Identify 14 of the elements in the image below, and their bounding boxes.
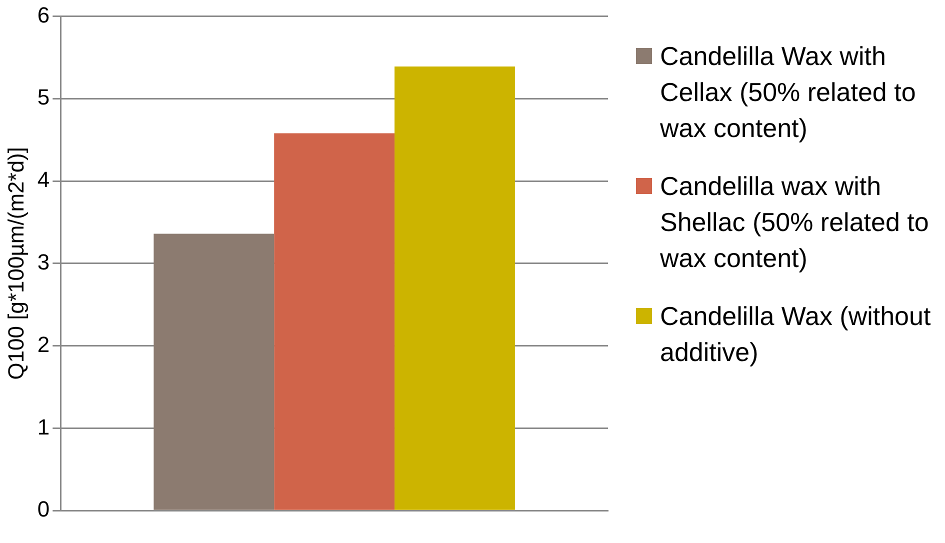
y-tick-label: 5 <box>37 84 50 110</box>
bar <box>274 133 395 510</box>
y-tick-label: 4 <box>37 167 50 192</box>
legend-label: Candelilla Wax (without additive) <box>660 300 932 369</box>
bar <box>394 66 515 510</box>
y-tick-label: 2 <box>37 332 50 357</box>
y-tick-label: 3 <box>37 249 50 274</box>
legend-label: Candelilla wax with Shellac (50% related to wax content) <box>660 170 930 275</box>
legend-label: Candelilla Wax with Cellax (50% related to wax content) <box>660 40 917 145</box>
y-axis-title: Q100 [g*100µm/(m2*d)] <box>3 147 28 380</box>
bar <box>154 234 274 510</box>
y-tick-label: 0 <box>37 496 50 522</box>
y-tick-label: 1 <box>37 414 50 440</box>
y-tick-label: 6 <box>37 2 50 28</box>
